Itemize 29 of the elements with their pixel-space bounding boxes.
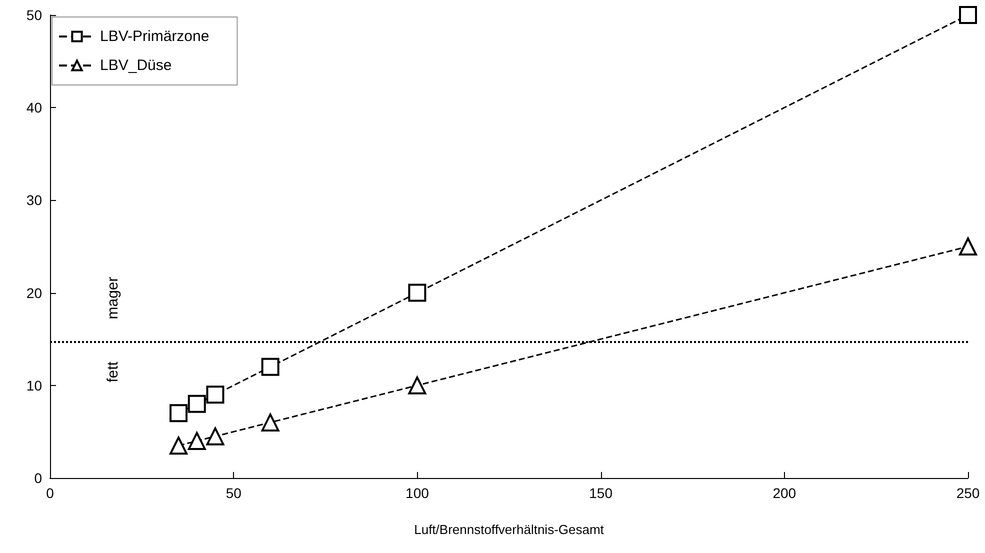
point xyxy=(188,394,206,413)
x-axis-title: Luft/Brennstoffverhältnis-Gesamt xyxy=(414,522,604,537)
y-tick-label: 40 xyxy=(26,100,42,116)
point xyxy=(206,427,224,446)
x-tick-label: 100 xyxy=(406,485,430,501)
y-tick-label: 0 xyxy=(34,470,42,486)
point xyxy=(170,404,188,422)
legend-label: LBV_Düse xyxy=(100,57,172,74)
y-tick-label: 50 xyxy=(26,7,42,23)
x-tick-label: 150 xyxy=(589,485,613,501)
x-tick-label: 50 xyxy=(226,485,242,501)
point xyxy=(408,284,426,302)
point xyxy=(959,238,977,256)
point xyxy=(261,358,280,376)
point xyxy=(959,6,977,24)
y-tick-label: 20 xyxy=(26,284,42,301)
point xyxy=(188,432,206,450)
point xyxy=(170,436,188,455)
point xyxy=(261,413,280,432)
x-tick-label: 200 xyxy=(772,485,796,501)
y-tick-label: 10 xyxy=(26,377,42,394)
legend-label: LBV-Primärzone xyxy=(100,28,210,45)
y-tick-label: 30 xyxy=(26,192,42,208)
point xyxy=(206,386,224,404)
annotation: fett xyxy=(104,360,122,382)
x-tick-label: 250 xyxy=(956,485,980,501)
annotation: mager xyxy=(104,276,122,320)
point xyxy=(408,376,426,394)
x-tick-label: 0 xyxy=(46,485,54,501)
